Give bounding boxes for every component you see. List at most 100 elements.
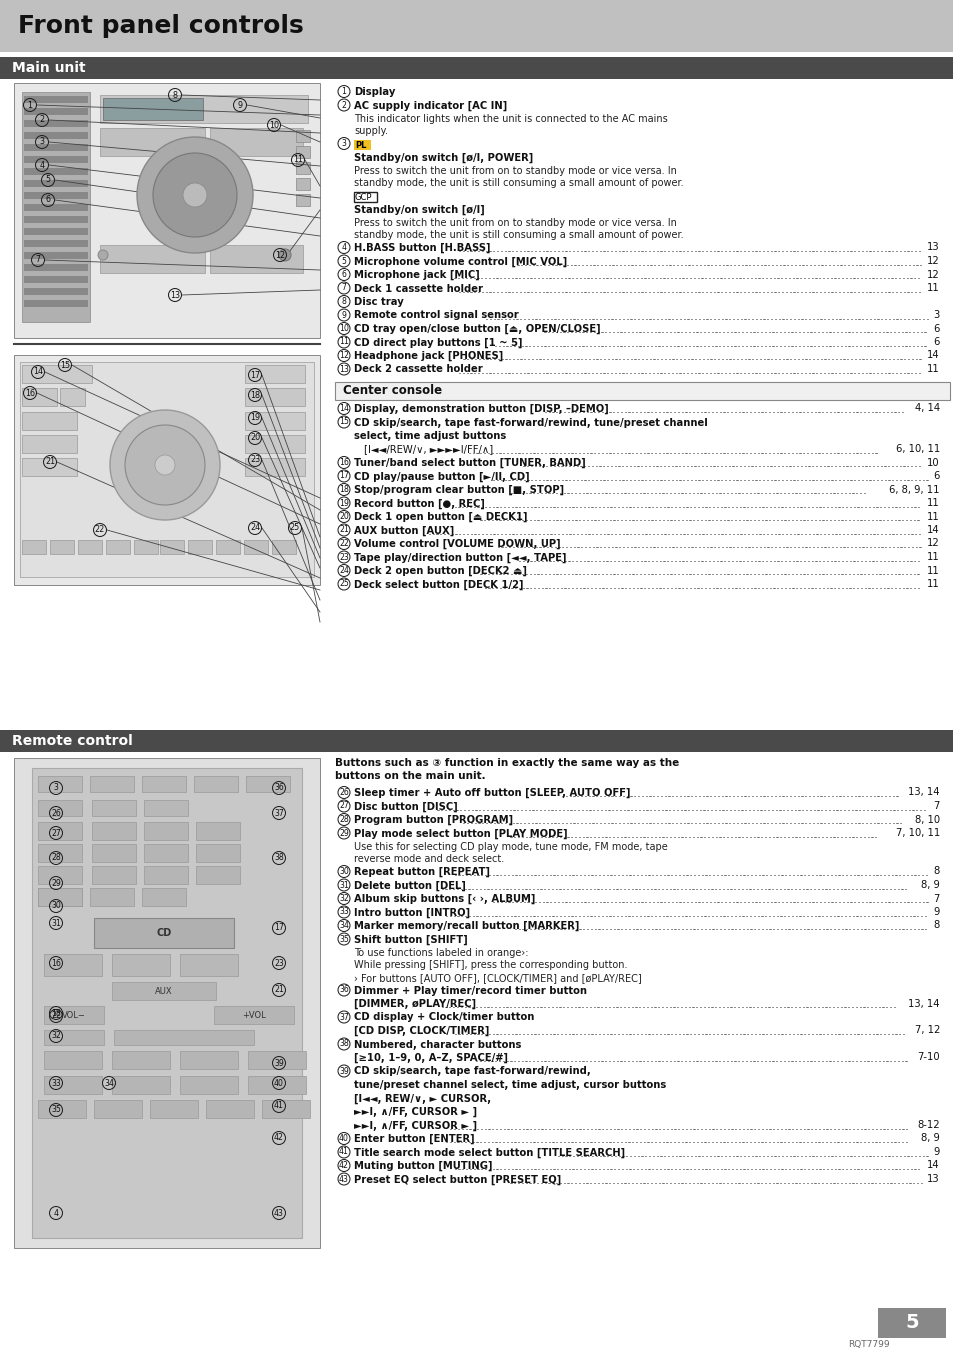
Bar — [113, 1029, 253, 1046]
Bar — [22, 540, 46, 554]
Bar — [295, 130, 310, 142]
Text: Album skip buttons [‹ ›, ALBUM]: Album skip buttons [‹ ›, ALBUM] — [354, 894, 535, 904]
Text: 38: 38 — [274, 854, 284, 862]
Text: 14: 14 — [33, 367, 43, 377]
Text: CD skip/search, tape fast-forward/rewind, tune/preset channel: CD skip/search, tape fast-forward/rewind… — [354, 417, 707, 427]
Text: 26: 26 — [338, 788, 349, 797]
Text: This indicator lights when the unit is connected to the AC mains: This indicator lights when the unit is c… — [354, 113, 667, 124]
Text: 13: 13 — [926, 242, 939, 253]
Text: 16: 16 — [338, 458, 349, 467]
Text: 9: 9 — [237, 100, 242, 109]
Text: 7: 7 — [933, 893, 939, 904]
Bar — [354, 192, 376, 203]
Text: 19: 19 — [250, 413, 260, 423]
Bar — [160, 540, 184, 554]
Bar — [38, 775, 82, 792]
Text: 6, 10, 11: 6, 10, 11 — [895, 444, 939, 454]
Bar — [38, 821, 82, 840]
Bar — [94, 917, 233, 948]
Text: Tape play/direction button [◄◄, TAPE]: Tape play/direction button [◄◄, TAPE] — [354, 553, 566, 563]
Text: 15: 15 — [338, 417, 349, 427]
Bar — [100, 128, 205, 155]
Circle shape — [154, 455, 174, 476]
Text: Intro button [INTRO]: Intro button [INTRO] — [354, 908, 470, 917]
Text: 24: 24 — [250, 523, 260, 532]
Bar — [24, 228, 88, 235]
Text: 6: 6 — [933, 471, 939, 481]
Bar — [24, 276, 88, 282]
Text: 26: 26 — [51, 808, 61, 817]
Circle shape — [125, 426, 205, 505]
Bar — [22, 365, 91, 382]
Text: AC supply indicator [AC IN]: AC supply indicator [AC IN] — [354, 100, 507, 111]
Text: 34: 34 — [338, 921, 349, 929]
Bar — [245, 458, 305, 476]
Text: 20: 20 — [338, 512, 349, 521]
Text: 40: 40 — [338, 1133, 349, 1143]
Bar — [24, 240, 88, 247]
Text: 34: 34 — [104, 1078, 113, 1088]
Bar — [91, 800, 136, 816]
Bar — [24, 120, 88, 127]
Text: 35: 35 — [51, 1105, 61, 1115]
Bar — [24, 192, 88, 199]
Text: 30: 30 — [51, 901, 61, 911]
Text: 7: 7 — [933, 801, 939, 811]
Text: [CD DISP, CLOCK/TIMER]: [CD DISP, CLOCK/TIMER] — [354, 1025, 489, 1036]
Bar — [180, 1075, 237, 1094]
Bar — [295, 178, 310, 190]
Text: 7, 12: 7, 12 — [914, 1025, 939, 1035]
Bar — [100, 95, 308, 123]
Bar — [44, 1075, 102, 1094]
Text: 11: 11 — [926, 566, 939, 576]
Text: tune/preset channel select, time adjust, cursor buttons: tune/preset channel select, time adjust,… — [354, 1079, 665, 1090]
Bar — [14, 355, 319, 585]
Bar — [112, 982, 215, 1000]
Bar — [215, 540, 240, 554]
Text: 12: 12 — [338, 351, 349, 359]
Text: Deck 1 open button [⏏ DECK1]: Deck 1 open button [⏏ DECK1] — [354, 512, 527, 523]
Bar — [188, 540, 212, 554]
Bar — [90, 775, 133, 792]
Bar — [60, 388, 85, 407]
Bar — [24, 155, 88, 163]
Text: ►►I, ∧/FF, CURSOR ► ]: ►►I, ∧/FF, CURSOR ► ] — [354, 1106, 476, 1117]
Text: Muting button [MUTING]: Muting button [MUTING] — [354, 1161, 492, 1171]
Text: 16: 16 — [25, 389, 35, 397]
Text: 4: 4 — [39, 161, 45, 169]
Text: 3: 3 — [341, 139, 346, 149]
Text: Marker memory/recall button [MARKER]: Marker memory/recall button [MARKER] — [354, 921, 578, 931]
Bar — [354, 141, 371, 150]
Text: 6, 8, 9, 11: 6, 8, 9, 11 — [888, 485, 939, 494]
Bar — [112, 954, 170, 975]
Bar — [195, 844, 240, 862]
Text: 2: 2 — [341, 100, 346, 109]
Text: 11: 11 — [926, 282, 939, 293]
Text: 13: 13 — [338, 365, 349, 373]
Text: Standby/on switch [ø/I]: Standby/on switch [ø/I] — [354, 204, 484, 215]
Text: 8, 9: 8, 9 — [921, 1133, 939, 1143]
Bar — [38, 888, 82, 907]
Text: 25: 25 — [290, 523, 300, 532]
Text: To use functions labeled in orange›:: To use functions labeled in orange›: — [354, 948, 528, 958]
Bar — [91, 866, 136, 884]
Text: Microphone jack [MIC]: Microphone jack [MIC] — [354, 270, 479, 280]
Text: 14: 14 — [926, 526, 939, 535]
Text: 12: 12 — [926, 255, 939, 266]
Text: Play mode select button [PLAY MODE]: Play mode select button [PLAY MODE] — [354, 828, 567, 839]
Text: CD: CD — [156, 928, 172, 938]
Bar — [38, 866, 82, 884]
Bar — [44, 1006, 104, 1024]
Text: 33: 33 — [338, 908, 349, 916]
Bar — [133, 540, 158, 554]
Text: +VOL: +VOL — [242, 1011, 266, 1020]
Text: While pressing [SHIFT], press the corresponding button.: While pressing [SHIFT], press the corres… — [354, 961, 627, 970]
Bar — [90, 888, 133, 907]
Text: 9: 9 — [933, 1147, 939, 1156]
Bar — [24, 216, 88, 223]
Bar — [91, 844, 136, 862]
Text: [I◄◄/REW/∨, ►►►►I/FF/∧]: [I◄◄/REW/∨, ►►►►I/FF/∧] — [364, 444, 493, 454]
Text: 23: 23 — [274, 958, 284, 967]
Text: CD play/pause button [►/II, CD]: CD play/pause button [►/II, CD] — [354, 471, 529, 482]
Text: 3: 3 — [39, 138, 45, 146]
